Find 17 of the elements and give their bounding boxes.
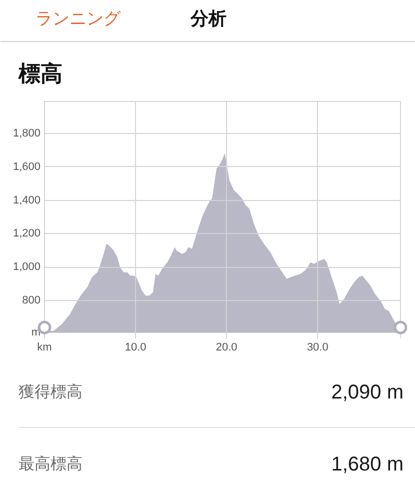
- y-tick-label: 1,800: [12, 127, 41, 140]
- y-tick-label: 1,400: [12, 194, 41, 206]
- x-tick-label: 10.0: [124, 342, 146, 354]
- x-tick-label: 20.0: [216, 342, 238, 354]
- text: 2,090 m: [331, 382, 404, 404]
- y-tick-label: 1,600: [12, 160, 41, 173]
- text: 獲得標高: [18, 383, 82, 401]
- y-tick-label: 800: [22, 294, 41, 307]
- text: 最高標高: [18, 455, 82, 473]
- text: 分析: [190, 8, 226, 28]
- text: 1,680 m: [331, 454, 404, 476]
- y-tick-label: 1,200: [12, 228, 41, 240]
- chart-title: 標高: [18, 61, 62, 86]
- y-tick-label: 1,000: [12, 261, 41, 274]
- x-tick-label: 30.0: [306, 342, 328, 354]
- text: ランニング: [36, 9, 122, 28]
- x-axis-title: km: [37, 342, 52, 354]
